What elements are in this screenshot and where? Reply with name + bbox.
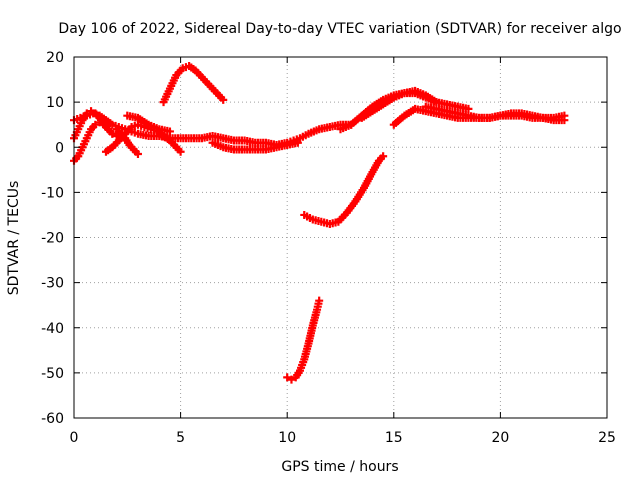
series-arc-10 [300, 152, 388, 228]
data-point [287, 375, 296, 384]
series-arc-9 [283, 296, 324, 384]
data-point [95, 118, 104, 127]
ticks: 0 5 10 15 20 25 -60 -50 -40 -30 -20 -10 0 10 20 [41, 50, 616, 446]
x-tick-label: 20 [491, 430, 509, 446]
x-tick-label: 15 [385, 430, 403, 446]
data-point [283, 373, 292, 382]
data-point [464, 104, 473, 113]
data-point [315, 296, 324, 305]
series-arc-5 [112, 125, 142, 159]
x-tick-label: 10 [278, 430, 296, 446]
chart-title: Day 106 of 2022, Sidereal Day-to-day VTE… [58, 21, 621, 37]
y-axis-label: SDTVAR / TECUs [6, 181, 22, 296]
data-point [432, 98, 441, 107]
series-arc-8 [208, 138, 302, 154]
x-tick-label: 0 [70, 430, 79, 446]
data-point [560, 116, 569, 125]
x-axis-label: GPS time / hours [281, 459, 398, 475]
y-tick-label: -60 [41, 411, 64, 427]
data-point [176, 147, 185, 156]
x-tick-label: 5 [176, 430, 185, 446]
data-point [133, 150, 142, 159]
y-tick-label: 0 [55, 140, 64, 156]
data-point [108, 129, 117, 138]
series-arc-7 [159, 62, 228, 107]
data-layer [70, 62, 569, 384]
y-tick-label: -20 [41, 231, 64, 247]
y-tick-label: -30 [41, 276, 64, 292]
x-tick-label: 25 [598, 430, 616, 446]
grid [74, 57, 607, 418]
series-arc-6 [123, 111, 174, 136]
series-arc-12 [357, 89, 441, 122]
series-arc-1 [70, 109, 356, 149]
data-point [91, 120, 100, 129]
y-tick-label: -40 [41, 321, 64, 337]
series-arc-14 [421, 102, 569, 125]
data-point [219, 95, 228, 104]
data-point [165, 127, 174, 136]
y-tick-label: -10 [41, 185, 64, 201]
data-point [379, 152, 388, 161]
data-point [82, 109, 91, 118]
y-tick-label: 10 [46, 95, 64, 111]
data-point [293, 138, 302, 147]
y-tick-label: 20 [46, 50, 64, 66]
y-tick-label: -50 [41, 366, 64, 382]
data-point [87, 107, 96, 116]
